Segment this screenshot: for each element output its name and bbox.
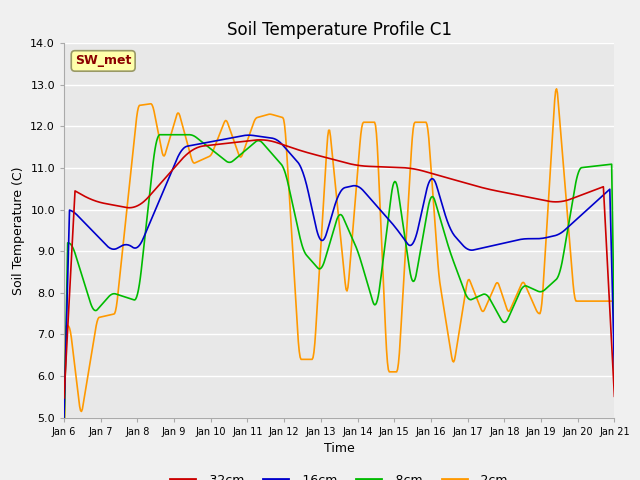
Title: Soil Temperature Profile C1: Soil Temperature Profile C1 [227, 21, 452, 39]
Y-axis label: Soil Temperature (C): Soil Temperature (C) [12, 166, 25, 295]
Legend: -32cm, -16cm, -8cm, -2cm: -32cm, -16cm, -8cm, -2cm [165, 469, 513, 480]
Text: SW_met: SW_met [75, 54, 131, 67]
X-axis label: Time: Time [324, 442, 355, 455]
